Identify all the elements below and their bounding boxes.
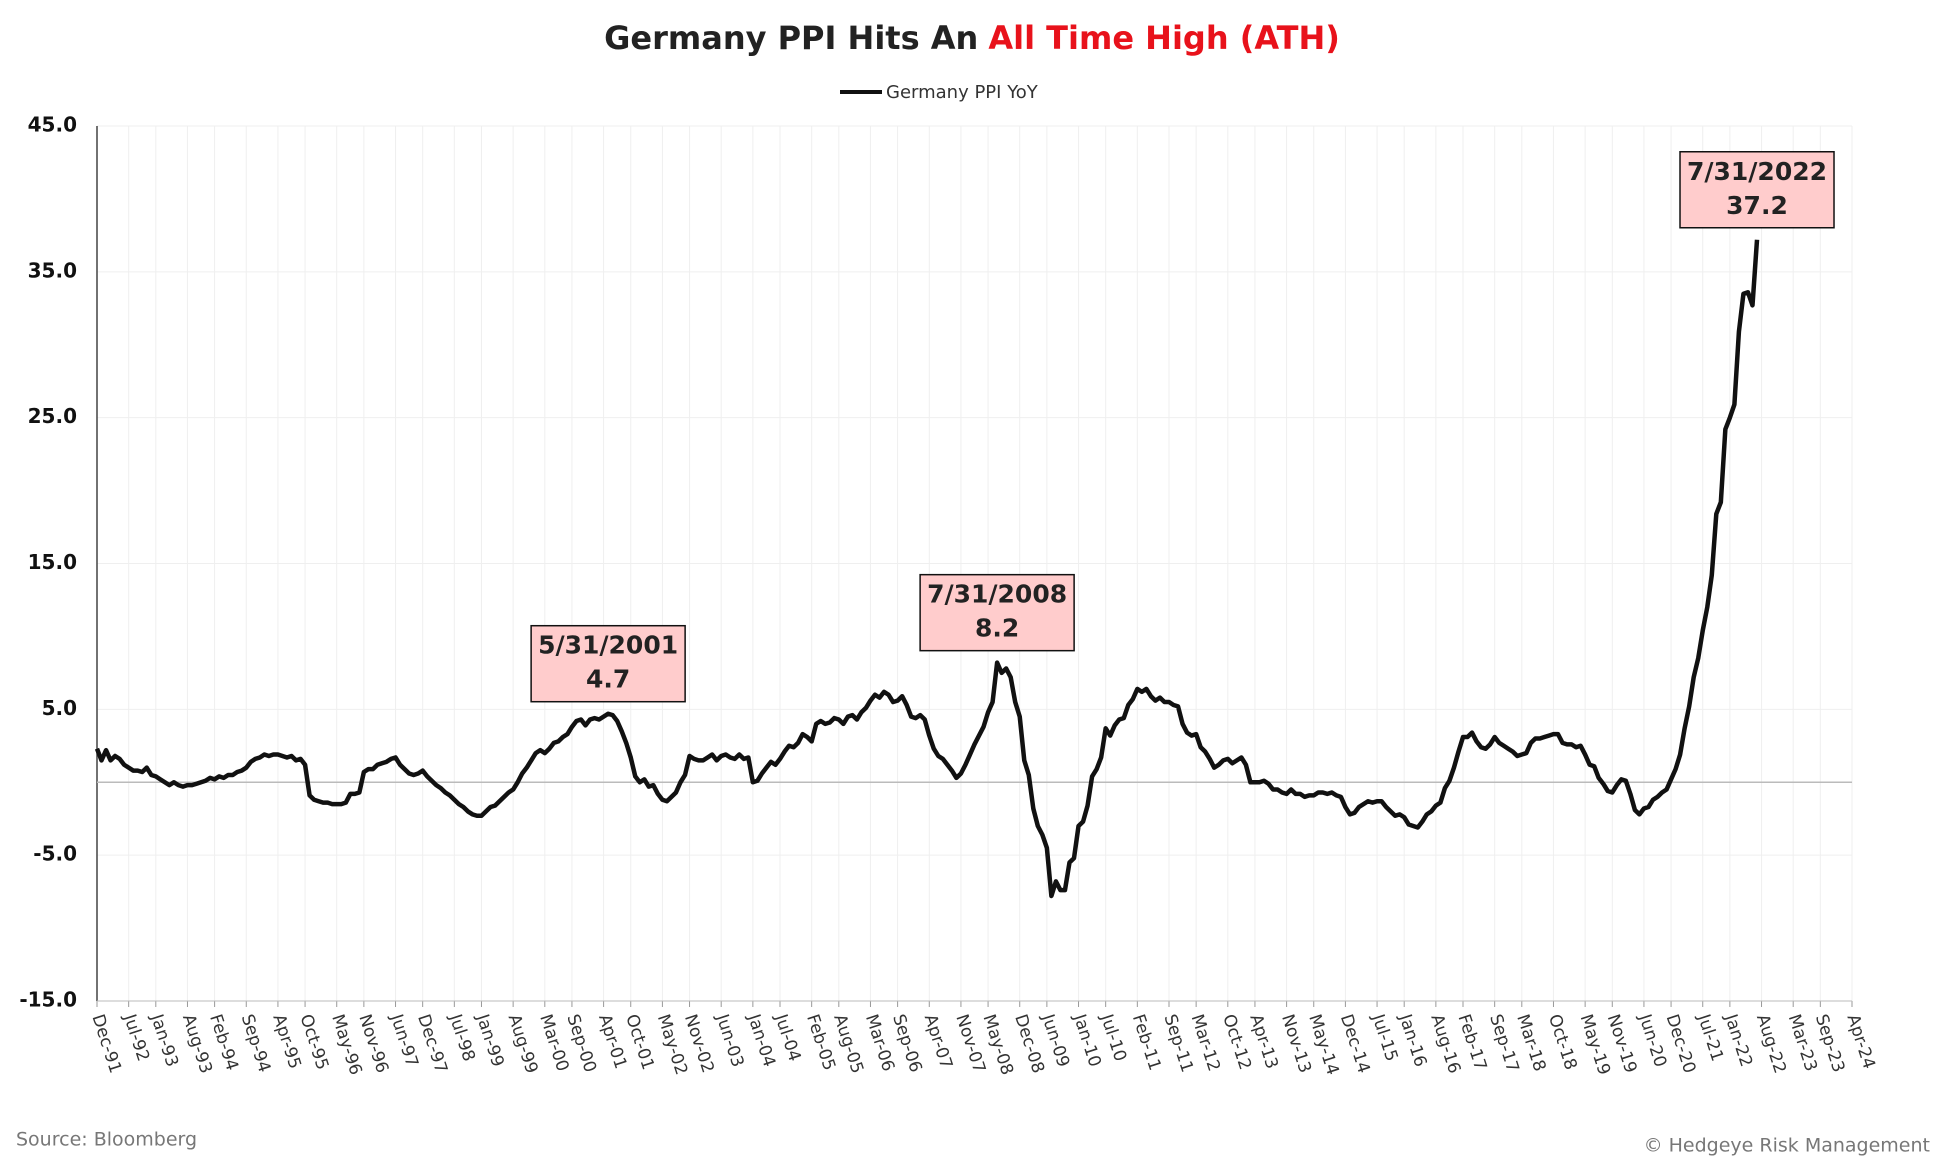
credit: © Hedgeye Risk Management xyxy=(1644,1135,1930,1157)
y-tick-label: -5.0 xyxy=(33,842,77,866)
source: Source: Bloomberg xyxy=(16,1129,197,1151)
y-tick-label: 45.0 xyxy=(28,113,77,137)
x-tick-label: Oct-18 xyxy=(1544,1012,1581,1073)
x-tick-label: Jan-22 xyxy=(1720,1011,1756,1069)
title-text: Germany PPI Hits An xyxy=(604,19,978,57)
annotation-value: 8.2 xyxy=(975,614,1019,643)
x-tick-label: Apr-24 xyxy=(1842,1012,1878,1072)
annotation-date: 5/31/2001 xyxy=(538,631,678,660)
x-tick-label: Feb-11 xyxy=(1128,1012,1165,1073)
y-tick-label: 5.0 xyxy=(42,696,77,720)
annotation-value: 37.2 xyxy=(1726,191,1788,220)
annotation-date: 7/31/2008 xyxy=(927,580,1067,609)
x-tick-label: Jan-99 xyxy=(472,1011,508,1069)
annotation-box xyxy=(530,624,686,703)
x-tick-label: Aug-99 xyxy=(504,1012,542,1076)
x-tick-label: Jun-03 xyxy=(711,1011,747,1070)
x-tick-label: Dec-20 xyxy=(1662,1012,1700,1076)
annotation: 5/31/2001 4.7 xyxy=(530,624,686,703)
y-tick-label: -15.0 xyxy=(19,988,77,1012)
x-tick-label: Apr-07 xyxy=(920,1012,956,1072)
annotation-box xyxy=(919,573,1075,652)
annotation-box xyxy=(1679,151,1835,229)
annotation: 7/31/2022 37.2 xyxy=(1679,151,1835,229)
y-tick-label: 35.0 xyxy=(28,258,77,282)
x-tick-label: Aug-22 xyxy=(1752,1012,1790,1076)
chart-title: Germany PPI Hits An All Time High (ATH) xyxy=(604,19,1340,57)
annotation-date: 7/31/2022 xyxy=(1687,157,1827,186)
series-line xyxy=(94,239,1760,899)
legend-label: Germany PPI YoY xyxy=(886,82,1039,103)
x-tick-label: Jan-93 xyxy=(146,1011,182,1069)
title-highlight: All Time High (ATH) xyxy=(988,19,1340,57)
annotation: 7/31/2008 8.2 xyxy=(919,573,1075,652)
x-tick-label: Jan-16 xyxy=(1394,1011,1430,1069)
x-tick-label: Dec-91 xyxy=(87,1012,125,1076)
y-tick-label: 25.0 xyxy=(28,404,77,428)
y-tick-label: 15.0 xyxy=(28,550,77,574)
x-tick-label: Dec-97 xyxy=(413,1012,451,1076)
annotation-value: 4.7 xyxy=(586,665,630,694)
